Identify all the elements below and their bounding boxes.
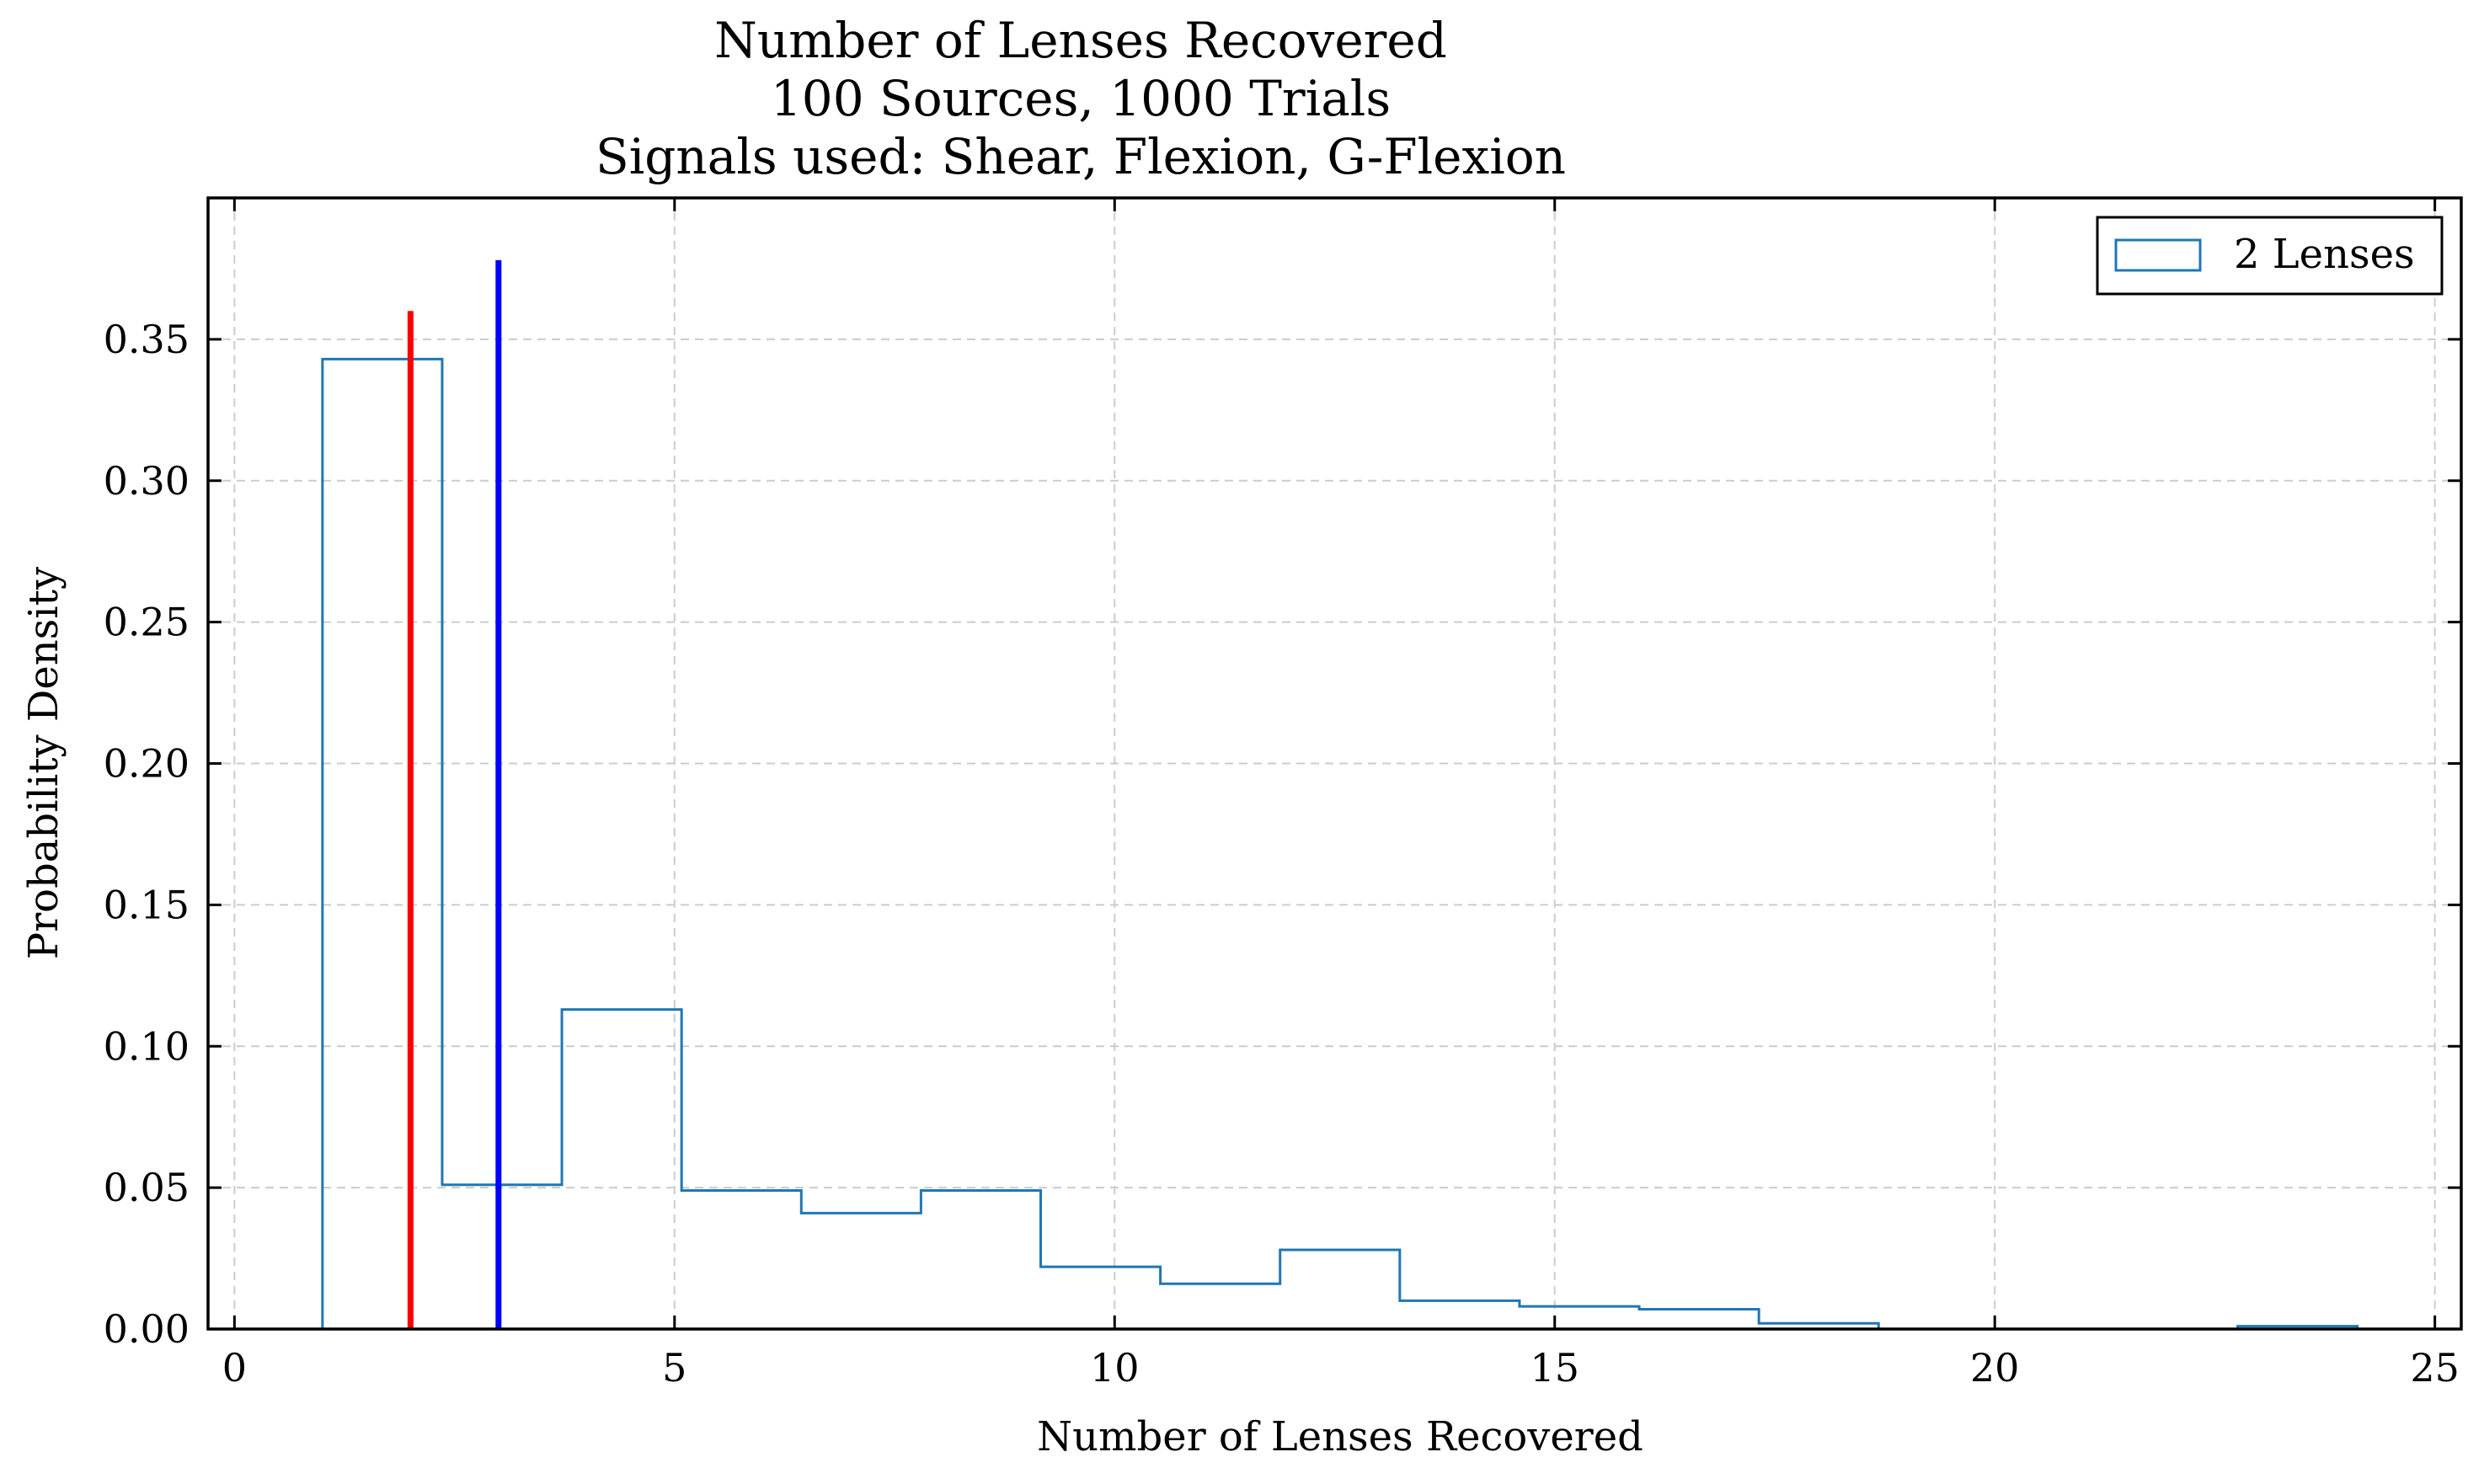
y-tick-label: 0.15 <box>104 882 190 927</box>
y-tick-label: 0.05 <box>104 1165 190 1210</box>
x-tick-label: 10 <box>1090 1345 1140 1391</box>
x-tick-label: 25 <box>2410 1345 2460 1391</box>
legend: 2 Lenses <box>2096 216 2444 296</box>
y-tick-label: 0.25 <box>104 600 190 645</box>
chart-title-line-1: Number of Lenses Recovered <box>714 12 1447 69</box>
legend-swatch <box>2114 238 2202 272</box>
x-tick-label: 5 <box>662 1345 686 1391</box>
y-tick-label: 0.10 <box>104 1023 190 1069</box>
x-axis-ticks: 0 5 10 15 20 25 <box>222 198 2460 1391</box>
y-tick-label: 0.35 <box>104 317 190 362</box>
x-axis-label: Number of Lenses Recovered <box>1037 1413 1643 1460</box>
y-tick-label: 0.00 <box>104 1306 190 1352</box>
x-tick-label: 20 <box>1970 1345 2020 1391</box>
y-tick-label: 0.20 <box>104 741 190 787</box>
grid-lines <box>208 198 2461 1330</box>
chart-title-line-2: 100 Sources, 1000 Trials <box>771 70 1391 127</box>
legend-label: 2 Lenses <box>2234 231 2415 278</box>
reference-lines <box>407 259 502 1329</box>
x-tick-label: 0 <box>222 1345 247 1391</box>
y-axis-label: Probability Density <box>20 567 67 959</box>
chart-title-line-3: Signals used: Shear, Flexion, G-Flexion <box>596 128 1566 185</box>
legend-box <box>2096 216 2444 296</box>
y-axis-ticks: 0.00 0.05 0.10 0.15 0.20 0.25 0.30 0.35 <box>104 317 2461 1352</box>
y-tick-label: 0.30 <box>104 458 190 504</box>
x-tick-label: 15 <box>1530 1345 1579 1391</box>
